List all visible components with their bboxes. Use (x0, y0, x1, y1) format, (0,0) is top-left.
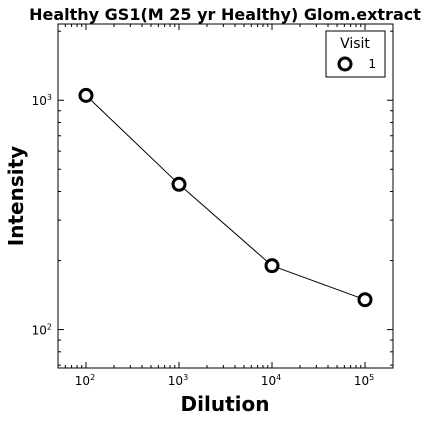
minor-ticks (58, 24, 393, 368)
chart-title: Healthy GS1(M 25 yr Healthy) Glom.extrac… (29, 5, 421, 24)
y-tick-label: 102 (32, 323, 52, 338)
y-tick-label: 103 (32, 93, 52, 108)
legend-marker-circle (337, 56, 353, 72)
y-axis-label: Intensity (4, 146, 28, 246)
plot-area (57, 23, 394, 369)
x-tick-label: 102 (75, 373, 95, 388)
legend-title: Visit (340, 36, 370, 52)
legend-box (325, 30, 386, 78)
series-line (85, 95, 366, 301)
x-tick-label: 104 (261, 373, 281, 388)
x-tick-label: 103 (168, 373, 188, 388)
major-ticks: 102 103 104 105 102 103 (32, 24, 393, 388)
data-point (78, 87, 94, 103)
data-point (357, 292, 373, 308)
legend-entry-label: 1 (368, 57, 376, 71)
series-layer (78, 87, 373, 308)
x-tick-label: 105 (354, 373, 374, 388)
x-axis-label: Dilution (181, 392, 270, 416)
data-point (171, 176, 187, 192)
data-point (264, 258, 280, 274)
legend: Visit 1 (325, 30, 386, 78)
